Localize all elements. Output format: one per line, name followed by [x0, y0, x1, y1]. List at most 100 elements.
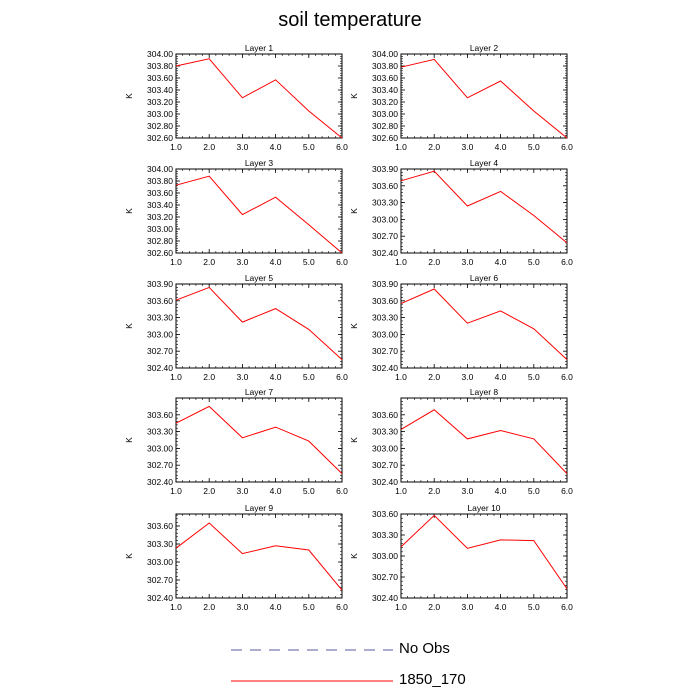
plot-frame: [400, 397, 568, 483]
x-tick-label: 5.0: [303, 602, 315, 612]
x-tick-label: 2.0: [428, 142, 440, 152]
chart-panel-layer-5: Layer 5 K 1.0 2.0 3.0 4.0 5.0 6.0 302.40 302.70 30…: [124, 273, 348, 382]
y-axis-label: K: [349, 208, 359, 214]
panel-title: Layer 5: [245, 273, 274, 283]
y-tick-label: 302.60: [147, 133, 173, 143]
y-tick-label: 302.70: [147, 460, 173, 470]
y-tick-label: 303.00: [147, 557, 173, 567]
panel-title: Layer 3: [245, 158, 274, 168]
x-tick-label: 1.0: [170, 372, 182, 382]
chart-panel-layer-6: Layer 6 K 1.0 2.0 3.0 4.0 5.0 6.0 302.40 302.70 30…: [349, 273, 573, 382]
x-tick-label: 6.0: [336, 602, 348, 612]
x-tick-label: 2.0: [428, 257, 440, 267]
x-tick-label: 3.0: [461, 486, 473, 496]
series-line-1850_170: [175, 522, 343, 591]
x-tick-label: 5.0: [303, 372, 315, 382]
x-tick-label: 2.0: [428, 602, 440, 612]
y-tick-label: 302.70: [147, 575, 173, 585]
x-tick-label: 3.0: [236, 257, 248, 267]
y-tick-label: 302.40: [372, 248, 398, 258]
series-line-1850_170: [400, 170, 568, 244]
y-tick-label: 303.00: [372, 109, 398, 119]
x-tick-label: 5.0: [303, 257, 315, 267]
x-tick-label: 6.0: [561, 602, 573, 612]
plot-frame: [175, 168, 343, 254]
y-tick-label: 303.00: [372, 551, 398, 561]
y-tick-label: 303.30: [372, 530, 398, 540]
x-tick-label: 1.0: [395, 372, 407, 382]
x-tick-label: 6.0: [561, 372, 573, 382]
y-tick-label: 303.00: [372, 443, 398, 453]
plot-frame: [175, 283, 343, 369]
x-tick-label: 6.0: [336, 142, 348, 152]
x-tick-label: 2.0: [203, 486, 215, 496]
panel-title: Layer 8: [470, 387, 499, 397]
y-tick-label: 303.00: [372, 329, 398, 339]
panel-title: Layer 7: [245, 387, 274, 397]
x-tick-label: 6.0: [561, 257, 573, 267]
x-tick-label: 4.0: [495, 602, 507, 612]
x-tick-label: 2.0: [203, 142, 215, 152]
y-tick-label: 302.40: [372, 477, 398, 487]
x-tick-label: 5.0: [528, 602, 540, 612]
y-tick-label: 303.60: [147, 296, 173, 306]
y-tick-label: 302.60: [147, 248, 173, 258]
y-tick-label: 302.40: [372, 363, 398, 373]
x-tick-label: 3.0: [236, 142, 248, 152]
x-tick-label: 1.0: [395, 602, 407, 612]
x-tick-label: 1.0: [170, 486, 182, 496]
y-tick-label: 302.40: [372, 593, 398, 603]
y-tick-label: 302.80: [147, 121, 173, 131]
y-tick-label: 302.40: [147, 593, 173, 603]
y-tick-label: 302.80: [147, 236, 173, 246]
y-tick-label: 303.80: [372, 61, 398, 71]
y-tick-label: 303.90: [372, 164, 398, 174]
x-tick-label: 2.0: [203, 602, 215, 612]
x-tick-label: 4.0: [495, 142, 507, 152]
y-axis-label: K: [124, 208, 134, 214]
y-tick-label: 302.70: [372, 460, 398, 470]
y-tick-label: 303.00: [372, 214, 398, 224]
y-tick-label: 303.40: [147, 85, 173, 95]
x-tick-label: 1.0: [395, 257, 407, 267]
y-tick-label: 302.40: [147, 363, 173, 373]
chart-panel-layer-3: Layer 3 K 1.0 2.0 3.0 4.0 5.0 6.0 302.60 302.80 30…: [124, 158, 348, 267]
panel-title: Layer 10: [467, 503, 500, 513]
x-tick-label: 5.0: [528, 372, 540, 382]
x-tick-label: 6.0: [336, 486, 348, 496]
y-tick-label: 303.00: [147, 224, 173, 234]
x-tick-label: 4.0: [270, 142, 282, 152]
x-tick-label: 6.0: [336, 372, 348, 382]
y-tick-label: 303.20: [147, 212, 173, 222]
y-tick-label: 303.60: [147, 188, 173, 198]
chart-panel-layer-8: Layer 8 K 1.0 2.0 3.0 4.0 5.0 6.0 302.40 302.70 30…: [349, 387, 573, 496]
y-axis-label: K: [124, 437, 134, 443]
y-tick-label: 303.00: [147, 329, 173, 339]
y-axis-label: K: [124, 93, 134, 99]
y-tick-label: 303.90: [147, 279, 173, 289]
y-axis-label: K: [349, 323, 359, 329]
x-tick-label: 6.0: [561, 142, 573, 152]
chart-panel-layer-1: Layer 1 K 1.0 2.0 3.0 4.0 5.0 6.0 302.60 302.80 30…: [124, 43, 348, 152]
x-tick-label: 4.0: [495, 486, 507, 496]
x-tick-label: 1.0: [170, 142, 182, 152]
y-tick-label: 303.60: [372, 181, 398, 191]
y-tick-label: 303.60: [147, 521, 173, 531]
series-line-1850_170: [175, 58, 343, 139]
x-tick-label: 6.0: [336, 257, 348, 267]
y-tick-label: 304.00: [147, 164, 173, 174]
x-tick-label: 1.0: [170, 602, 182, 612]
plot-frame: [175, 513, 343, 599]
y-tick-label: 303.30: [147, 539, 173, 549]
x-tick-label: 3.0: [236, 372, 248, 382]
y-axis-label: K: [124, 323, 134, 329]
x-tick-label: 4.0: [270, 257, 282, 267]
y-tick-label: 302.60: [372, 133, 398, 143]
y-tick-label: 304.00: [147, 49, 173, 59]
panel-title: Layer 6: [470, 273, 499, 283]
y-tick-label: 303.40: [372, 85, 398, 95]
x-tick-label: 3.0: [236, 602, 248, 612]
series-line-1850_170: [175, 175, 343, 254]
x-tick-label: 4.0: [270, 486, 282, 496]
x-tick-label: 5.0: [528, 142, 540, 152]
